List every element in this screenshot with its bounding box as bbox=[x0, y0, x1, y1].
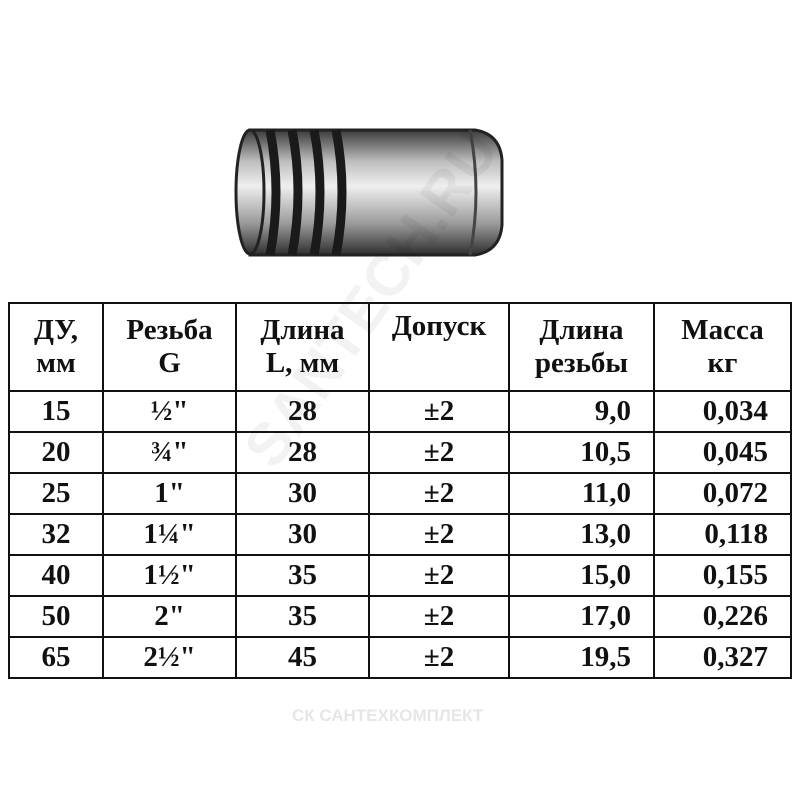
cell-tolerance: ±2 bbox=[368, 554, 510, 597]
cell-mass: 0,045 bbox=[653, 431, 792, 474]
cell-length: 30 bbox=[235, 472, 370, 515]
cell-thread: 1½" bbox=[102, 554, 237, 597]
cell-thread-length: 9,0 bbox=[508, 390, 655, 433]
cell-dn: 32 bbox=[8, 513, 104, 556]
cell-mass: 0,327 bbox=[653, 636, 792, 679]
header-length: Длина L, мм bbox=[235, 302, 370, 392]
specs-table: ДУ, мм Резьба G Длина L, мм Допуск Длина рез… bbox=[8, 302, 792, 679]
cell-thread: ½" bbox=[102, 390, 237, 433]
header-row: ДУ, мм Резьба G Длина L, мм Допуск Длина рез… bbox=[8, 302, 792, 392]
cell-dn: 50 bbox=[8, 595, 104, 638]
cell-length: 30 bbox=[235, 513, 370, 556]
cell-mass: 0,226 bbox=[653, 595, 792, 638]
cell-thread-length: 15,0 bbox=[508, 554, 655, 597]
cell-mass: 0,118 bbox=[653, 513, 792, 556]
cell-tolerance: ±2 bbox=[368, 390, 510, 433]
header-tolerance: Допуск bbox=[368, 302, 510, 392]
cell-tolerance: ±2 bbox=[368, 472, 510, 515]
cell-thread: ¾" bbox=[102, 431, 237, 474]
threaded-pipe-nipple-image bbox=[234, 128, 504, 257]
cell-length: 35 bbox=[235, 595, 370, 638]
cell-length: 28 bbox=[235, 431, 370, 474]
cell-thread-length: 10,5 bbox=[508, 431, 655, 474]
cell-dn: 20 bbox=[8, 431, 104, 474]
table-row: 20 ¾" 28 ±2 10,5 0,045 bbox=[8, 431, 792, 474]
cell-mass: 0,034 bbox=[653, 390, 792, 433]
watermark-bottom: СК САНТЕХКОМПЛЕКТ bbox=[292, 706, 484, 725]
table-row: 25 1" 30 ±2 11,0 0,072 bbox=[8, 472, 792, 515]
cell-thread-length: 17,0 bbox=[508, 595, 655, 638]
cell-length: 35 bbox=[235, 554, 370, 597]
header-dn: ДУ, мм bbox=[8, 302, 104, 392]
cell-dn: 40 bbox=[8, 554, 104, 597]
cell-mass: 0,072 bbox=[653, 472, 792, 515]
table-row: 15 ½" 28 ±2 9,0 0,034 bbox=[8, 390, 792, 433]
cell-thread: 2" bbox=[102, 595, 237, 638]
table-row: 65 2½" 45 ±2 19,5 0,327 bbox=[8, 636, 792, 679]
cell-thread: 2½" bbox=[102, 636, 237, 679]
cell-mass: 0,155 bbox=[653, 554, 792, 597]
cell-tolerance: ±2 bbox=[368, 595, 510, 638]
header-mass: Масса кг bbox=[653, 302, 792, 392]
cell-tolerance: ±2 bbox=[368, 636, 510, 679]
cell-tolerance: ±2 bbox=[368, 513, 510, 556]
cell-dn: 65 bbox=[8, 636, 104, 679]
cell-length: 45 bbox=[235, 636, 370, 679]
table-row: 32 1¼" 30 ±2 13,0 0,118 bbox=[8, 513, 792, 556]
cell-tolerance: ±2 bbox=[368, 431, 510, 474]
table-row: 40 1½" 35 ±2 15,0 0,155 bbox=[8, 554, 792, 597]
cell-dn: 25 bbox=[8, 472, 104, 515]
table-row: 50 2" 35 ±2 17,0 0,226 bbox=[8, 595, 792, 638]
cell-thread-length: 11,0 bbox=[508, 472, 655, 515]
cell-thread-length: 13,0 bbox=[508, 513, 655, 556]
cell-thread: 1" bbox=[102, 472, 237, 515]
cell-length: 28 bbox=[235, 390, 370, 433]
cell-thread: 1¼" bbox=[102, 513, 237, 556]
header-thread-length: Длина резьбы bbox=[508, 302, 655, 392]
cell-thread-length: 19,5 bbox=[508, 636, 655, 679]
header-thread: Резьба G bbox=[102, 302, 237, 392]
cell-dn: 15 bbox=[8, 390, 104, 433]
